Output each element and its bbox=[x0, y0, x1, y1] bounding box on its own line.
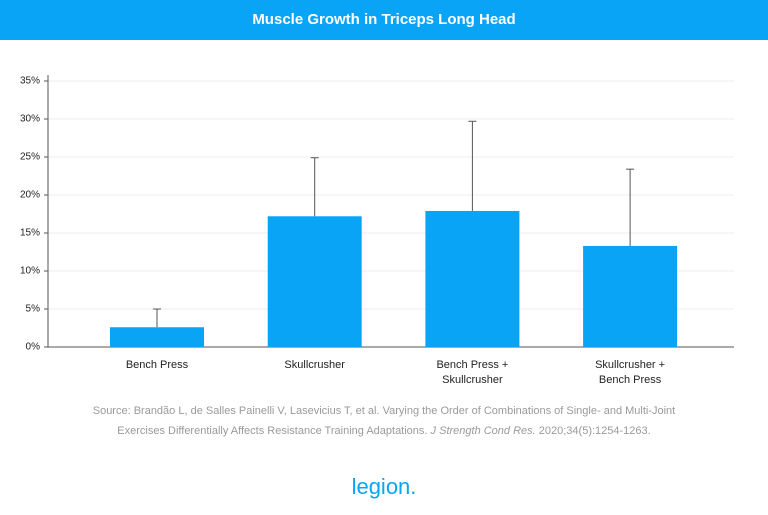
source-line-1: Source: Brandão L, de Salles Painelli V,… bbox=[93, 405, 676, 417]
y-tick-label: 35% bbox=[20, 76, 40, 87]
header-bar bbox=[0, 0, 768, 40]
y-tick-label: 10% bbox=[20, 266, 40, 277]
source-journal: J Strength Cond Res. bbox=[430, 425, 536, 437]
source-text: 2020;34(5):1254-1263. bbox=[536, 425, 651, 437]
y-tick-label: 30% bbox=[20, 114, 40, 125]
source-text: Exercises Differentially Affects Resista… bbox=[117, 425, 430, 437]
source-line-2: Exercises Differentially Affects Resista… bbox=[117, 425, 650, 437]
x-tick-label: Bench Press bbox=[126, 359, 189, 371]
y-tick-label: 25% bbox=[20, 152, 40, 163]
y-tick-label: 0% bbox=[26, 342, 41, 353]
y-tick-label: 5% bbox=[26, 304, 41, 315]
x-tick-label: Skullcrusher bbox=[284, 359, 345, 371]
bar bbox=[425, 210, 520, 347]
bar bbox=[267, 216, 362, 347]
x-tick-label: Bench Press + Skullcrusher bbox=[436, 359, 508, 386]
x-tick-label: Skullcrusher + Bench Press bbox=[595, 359, 665, 386]
y-tick-label: 15% bbox=[20, 228, 40, 239]
brand-logo: legion. bbox=[352, 474, 417, 499]
chart-title: Muscle Growth in Triceps Long Head bbox=[252, 11, 515, 28]
y-tick-label: 20% bbox=[20, 190, 40, 201]
bar bbox=[110, 327, 204, 347]
bar bbox=[583, 245, 678, 347]
